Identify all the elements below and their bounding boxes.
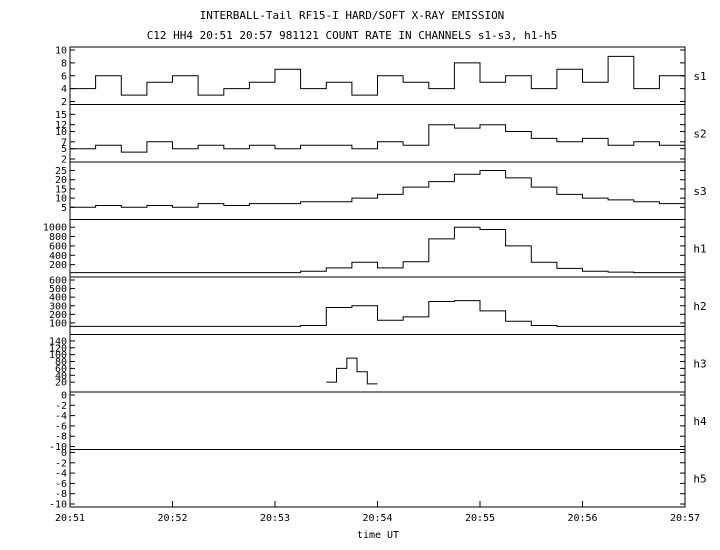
panel-label: s3 xyxy=(693,185,706,198)
y-tick-label: 15 xyxy=(55,110,67,121)
series-line-s2 xyxy=(70,124,686,153)
panel-label: h1 xyxy=(693,242,706,255)
y-tick-label: 200 xyxy=(49,260,67,271)
panel-label: s1 xyxy=(693,70,706,83)
panel-frame xyxy=(69,449,686,508)
y-tick-label: 0 xyxy=(61,448,67,459)
y-tick-label: -4 xyxy=(55,411,67,422)
panel-frame xyxy=(69,161,686,220)
panel-label: h5 xyxy=(693,472,706,485)
x-axis: 20:51 20:52 20:53 20:54 20:55 20:56 20:57 xyxy=(55,501,700,524)
y-tick-label: 200 xyxy=(49,310,67,321)
y-tick-label: 2 xyxy=(61,155,67,166)
y-tick-label: 80 xyxy=(55,357,67,368)
y-tick-label: -6 xyxy=(55,479,67,490)
y-tick-label: 10 xyxy=(55,194,67,205)
y-tick-label: 4 xyxy=(61,84,67,95)
y-tick-label: -8 xyxy=(55,432,67,443)
y-tick-label: 5 xyxy=(61,203,67,214)
y-tick-label: 10 xyxy=(55,127,67,138)
series-line-h1 xyxy=(70,226,685,274)
panel-s1: 2 4 6 810 s1 xyxy=(55,46,707,109)
series-line-h3 xyxy=(326,357,378,385)
x-tick-label: 20:53 xyxy=(260,513,290,524)
y-tick-label: 40 xyxy=(55,371,67,382)
y-tick-label: 25 xyxy=(55,166,67,177)
x-tick-label: 20:57 xyxy=(670,513,700,524)
y-tick-label: 6 xyxy=(61,71,67,82)
panel-frame xyxy=(69,104,686,163)
y-tick-label: 100 xyxy=(49,318,67,329)
x-axis-label: time UT xyxy=(357,530,399,541)
y-tick-label: -8 xyxy=(55,489,67,500)
series-line-s3 xyxy=(70,170,685,208)
panel-label: h3 xyxy=(693,357,706,370)
y-tick-label: -6 xyxy=(55,421,67,432)
y-tick-label: 120 xyxy=(49,343,67,354)
chart-title: INTERBALL-Tail RF15-I HARD/SOFT X-RAY EM… xyxy=(200,9,505,22)
panel-label: h2 xyxy=(693,300,706,313)
y-tick-label: -2 xyxy=(55,458,67,469)
y-tick-label: -2 xyxy=(55,401,67,412)
y-tick-label: 400 xyxy=(49,251,67,262)
x-tick-label: 20:51 xyxy=(55,513,85,524)
panel-label: s2 xyxy=(693,127,706,140)
y-tick-label: 1000 xyxy=(43,223,67,234)
y-tick-label: -10 xyxy=(49,500,67,511)
y-tick-label: 60 xyxy=(55,364,67,375)
y-tick-label: 8 xyxy=(61,58,67,69)
y-tick-label: 400 xyxy=(49,293,67,304)
y-tick-label: 500 xyxy=(49,284,67,295)
y-tick-label: 5 xyxy=(61,144,67,155)
y-tick-label: 0 xyxy=(61,391,67,402)
y-tick-label: -4 xyxy=(55,469,67,480)
panel-h4: -10-8-6-4-20 h4 xyxy=(49,391,707,454)
x-tick-label: 20:52 xyxy=(157,513,187,524)
y-tick-label: 12 xyxy=(55,120,67,131)
x-tick-label: 20:56 xyxy=(567,513,597,524)
y-tick-label: 7 xyxy=(61,137,67,148)
series-line-h2 xyxy=(70,300,685,327)
series-line-s1 xyxy=(70,55,686,96)
y-tick-label: 10 xyxy=(55,46,67,57)
panels: 246810s1257101215s2510152025s32004006008… xyxy=(43,46,707,511)
panel-frame xyxy=(69,334,686,393)
y-tick-label: 600 xyxy=(49,241,67,252)
y-tick-label: 600 xyxy=(49,276,67,287)
panel-frame xyxy=(69,391,686,450)
x-tick-label: 20:55 xyxy=(465,513,495,524)
panel-label: h4 xyxy=(693,415,707,428)
y-tick-label: 800 xyxy=(49,232,67,243)
y-tick-label: 100 xyxy=(49,350,67,361)
y-tick-label: 300 xyxy=(49,301,67,312)
y-tick-label: 2 xyxy=(61,97,67,108)
x-tick-label: 20:54 xyxy=(362,513,392,524)
chart-subtitle: C12 HH4 20:51 20:57 981121 COUNT RATE IN… xyxy=(147,29,558,42)
y-tick-label: 15 xyxy=(55,184,67,195)
y-tick-label: 140 xyxy=(49,336,67,347)
y-tick-label: 20 xyxy=(55,175,67,186)
y-tick-label: -10 xyxy=(49,442,67,453)
y-tick-label: 20 xyxy=(55,378,67,389)
